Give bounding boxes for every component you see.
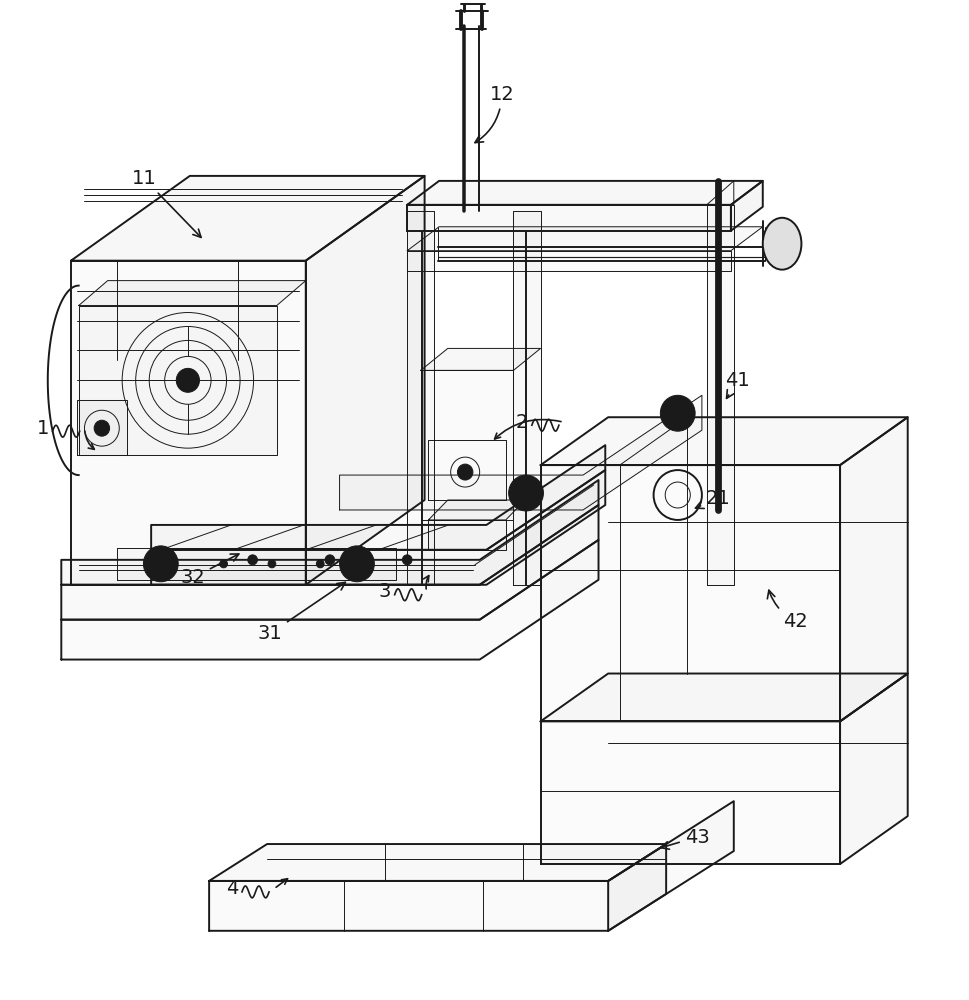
Text: 3: 3: [379, 582, 391, 601]
Circle shape: [94, 420, 109, 436]
Circle shape: [339, 546, 374, 582]
Text: 11: 11: [132, 169, 201, 237]
Polygon shape: [609, 844, 666, 931]
Circle shape: [220, 560, 228, 568]
Polygon shape: [407, 251, 731, 271]
Polygon shape: [78, 306, 277, 455]
Circle shape: [509, 475, 544, 511]
Polygon shape: [407, 181, 763, 205]
Polygon shape: [78, 281, 306, 306]
Circle shape: [660, 395, 695, 431]
Ellipse shape: [763, 218, 801, 270]
Polygon shape: [541, 465, 840, 721]
Polygon shape: [151, 470, 606, 585]
Circle shape: [457, 464, 473, 480]
Polygon shape: [407, 227, 763, 251]
Polygon shape: [77, 400, 127, 455]
Text: 4: 4: [226, 879, 238, 898]
Text: 41: 41: [725, 371, 750, 398]
Polygon shape: [151, 445, 606, 550]
Circle shape: [176, 368, 200, 392]
Polygon shape: [209, 801, 734, 931]
Text: 31: 31: [258, 582, 345, 643]
Polygon shape: [407, 211, 434, 585]
Polygon shape: [428, 500, 525, 520]
Polygon shape: [421, 348, 541, 370]
Text: 21: 21: [696, 489, 731, 509]
Polygon shape: [209, 844, 666, 881]
Circle shape: [325, 555, 334, 565]
Polygon shape: [61, 505, 599, 620]
Text: 12: 12: [475, 85, 515, 143]
Polygon shape: [71, 261, 306, 585]
Text: 32: 32: [180, 554, 238, 587]
Text: 42: 42: [767, 590, 808, 631]
Polygon shape: [514, 211, 541, 585]
Polygon shape: [71, 176, 424, 261]
Text: 2: 2: [516, 413, 528, 432]
Polygon shape: [407, 205, 731, 231]
Polygon shape: [840, 674, 908, 864]
Circle shape: [248, 555, 258, 565]
Polygon shape: [428, 520, 506, 550]
Polygon shape: [61, 540, 599, 660]
Polygon shape: [541, 417, 908, 465]
Text: 1: 1: [37, 419, 49, 438]
Polygon shape: [706, 205, 734, 585]
Polygon shape: [541, 721, 840, 864]
Circle shape: [143, 546, 178, 582]
Polygon shape: [840, 417, 908, 721]
Polygon shape: [421, 370, 514, 520]
Circle shape: [402, 555, 412, 565]
Polygon shape: [306, 176, 424, 585]
Circle shape: [268, 560, 276, 568]
Polygon shape: [117, 548, 395, 580]
Polygon shape: [541, 674, 908, 721]
Polygon shape: [731, 181, 763, 231]
Polygon shape: [339, 395, 702, 510]
Polygon shape: [61, 480, 599, 585]
Text: 43: 43: [661, 828, 709, 849]
Circle shape: [316, 560, 324, 568]
